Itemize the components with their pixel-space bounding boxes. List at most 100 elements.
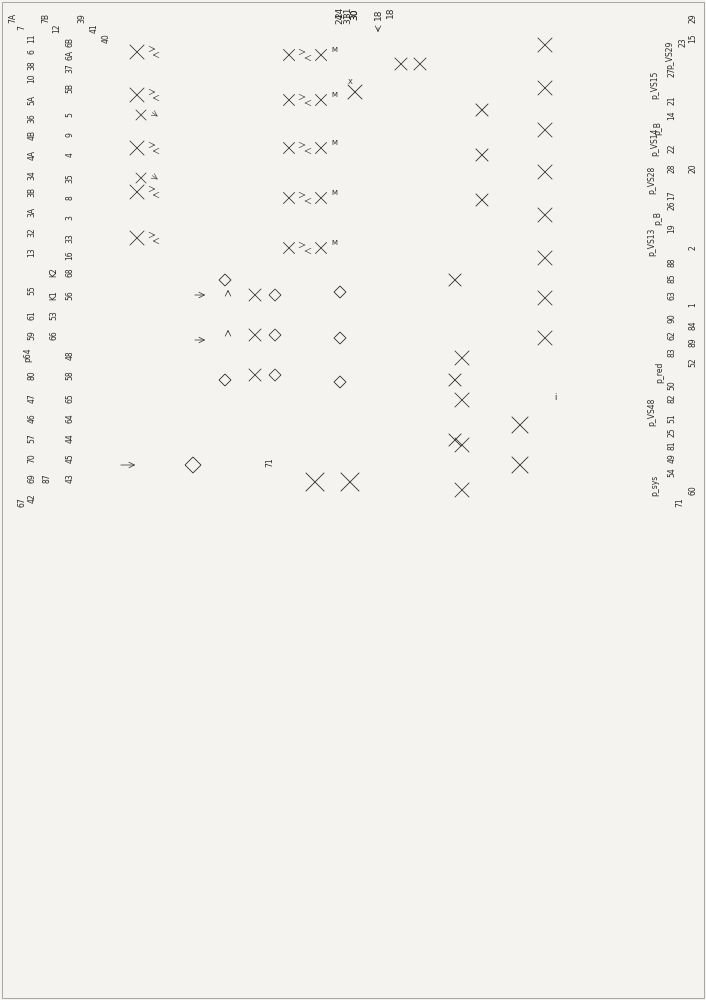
Text: 34: 34 (28, 170, 37, 180)
Bar (297, 138, 313, 158)
Text: 9: 9 (66, 133, 75, 137)
Bar (134, 170, 162, 186)
Bar (140, 76, 156, 86)
Text: 37: 37 (66, 63, 75, 73)
Bar (537, 278, 553, 288)
Text: M: M (331, 240, 337, 246)
Text: 57: 57 (28, 433, 37, 443)
Text: 12: 12 (52, 23, 61, 33)
Text: 80: 80 (28, 370, 37, 380)
Bar (537, 182, 553, 190)
Circle shape (184, 324, 216, 356)
Bar (530, 35, 560, 55)
Text: 82: 82 (667, 393, 676, 403)
Text: 46: 46 (28, 413, 37, 423)
Text: 36: 36 (28, 113, 37, 123)
Text: 41: 41 (90, 23, 99, 33)
Text: p_VS15: p_VS15 (650, 71, 659, 99)
Text: 8: 8 (66, 196, 75, 200)
Circle shape (159, 449, 191, 481)
Text: 14: 14 (667, 110, 676, 120)
Bar (140, 61, 156, 69)
Bar (126, 43, 148, 61)
Text: 90: 90 (667, 313, 676, 323)
Bar (446, 348, 478, 368)
Bar (297, 90, 313, 110)
Bar (126, 183, 148, 201)
Bar (140, 247, 156, 255)
Bar (454, 455, 470, 463)
Text: 6A: 6A (66, 50, 75, 60)
Text: p_VS13: p_VS13 (647, 228, 657, 256)
Bar (148, 109, 162, 121)
Text: 62: 62 (667, 330, 676, 340)
Text: 58: 58 (66, 370, 75, 380)
Text: 87: 87 (42, 473, 52, 483)
Text: 50: 50 (667, 380, 676, 390)
Text: 70: 70 (28, 453, 37, 463)
Bar (313, 138, 329, 158)
Bar (241, 326, 269, 344)
Text: 2: 2 (688, 246, 698, 250)
Circle shape (136, 24, 144, 32)
Text: 42: 42 (28, 493, 37, 503)
Circle shape (136, 120, 144, 128)
Bar (145, 438, 165, 452)
Text: K2: K2 (49, 267, 59, 277)
Bar (511, 477, 529, 487)
Text: 59: 59 (28, 330, 37, 340)
Bar (140, 173, 156, 183)
Bar (530, 328, 560, 348)
Bar (226, 301, 244, 315)
Bar (454, 380, 470, 390)
Text: 38: 38 (28, 60, 37, 70)
Bar (454, 500, 470, 508)
Bar (446, 435, 478, 455)
Text: 18: 18 (385, 6, 395, 18)
Text: 15: 15 (688, 33, 698, 43)
Text: 4B: 4B (28, 130, 37, 140)
Text: 3A: 3A (28, 207, 37, 217)
Text: M: M (331, 140, 337, 146)
Bar (530, 205, 560, 225)
Text: 7B: 7B (42, 13, 51, 23)
Text: p_sys: p_sys (650, 474, 659, 496)
Text: M: M (331, 47, 337, 53)
Text: 30: 30 (350, 8, 359, 20)
Text: 29: 29 (688, 13, 698, 23)
Text: 53: 53 (49, 310, 59, 320)
Bar (140, 33, 156, 43)
Text: 44: 44 (66, 433, 75, 443)
Text: 5A: 5A (28, 95, 37, 105)
Text: 47: 47 (28, 393, 37, 403)
Bar (537, 68, 553, 78)
Bar (148, 172, 162, 184)
Text: 69: 69 (28, 473, 37, 483)
Bar (126, 86, 148, 104)
Bar (511, 443, 529, 453)
Text: M: M (331, 190, 337, 196)
Text: 63: 63 (667, 290, 676, 300)
Text: 66: 66 (49, 330, 59, 340)
Bar (124, 110, 134, 120)
Bar (297, 188, 313, 208)
Bar (295, 455, 385, 510)
Text: 27: 27 (667, 67, 676, 77)
Bar (126, 139, 148, 157)
Circle shape (136, 67, 144, 75)
Bar (338, 462, 362, 502)
Circle shape (146, 164, 154, 172)
Bar (392, 55, 430, 73)
Text: 10: 10 (28, 73, 37, 83)
Bar (530, 78, 560, 98)
Text: 31: 31 (344, 12, 352, 24)
Bar (392, 55, 411, 73)
Bar (124, 173, 134, 183)
Bar (454, 338, 470, 348)
Text: 24: 24 (335, 6, 345, 18)
Circle shape (108, 445, 148, 485)
Bar (140, 104, 156, 112)
Text: 7: 7 (18, 26, 27, 30)
Text: 39: 39 (78, 13, 87, 23)
Bar (537, 25, 553, 35)
